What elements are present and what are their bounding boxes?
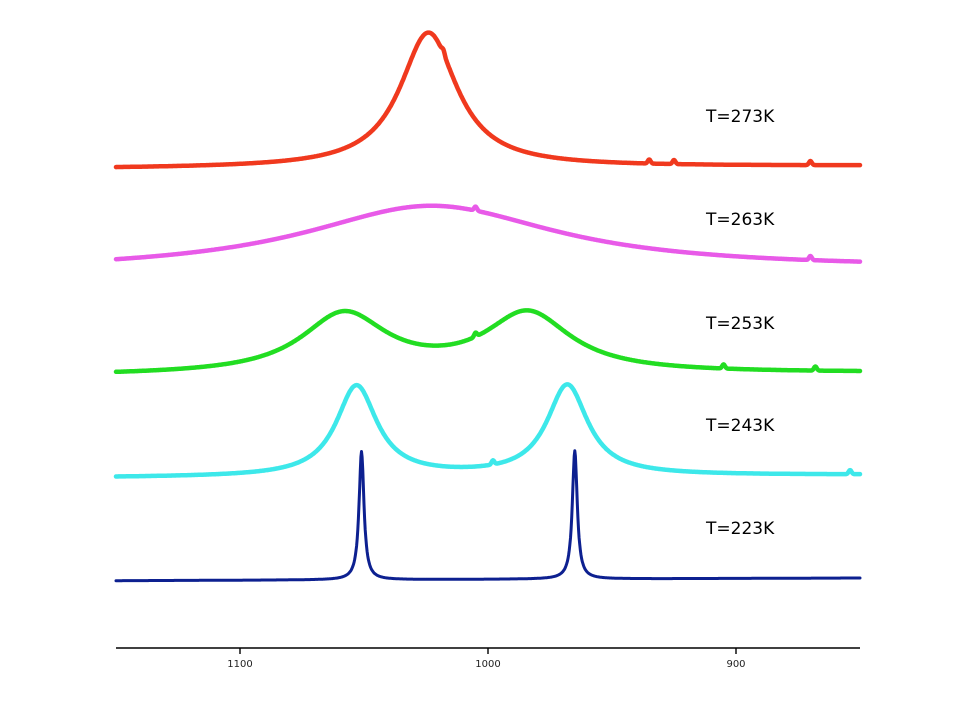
x-tick-label: 1000 — [475, 659, 500, 670]
series-label: T=243K — [705, 416, 775, 436]
series-label: T=263K — [705, 210, 775, 230]
x-tick-label: 1100 — [227, 659, 252, 670]
series-line-T=253K — [113, 308, 863, 375]
series-labels: T=273K T=263K T=253K T=243K T=223K — [705, 107, 775, 539]
x-axis: 1100 1000 900 — [116, 647, 860, 670]
series-line-T=243K — [113, 382, 863, 479]
series-label: T=253K — [705, 314, 775, 334]
series-label: T=273K — [705, 107, 775, 127]
series-label: T=223K — [705, 519, 775, 539]
series-group — [113, 30, 863, 583]
series-line-T=273K — [113, 30, 863, 170]
series-line-T=223K — [114, 449, 862, 583]
x-tick-label: 900 — [726, 659, 745, 670]
series-line-T=263K — [113, 203, 863, 264]
